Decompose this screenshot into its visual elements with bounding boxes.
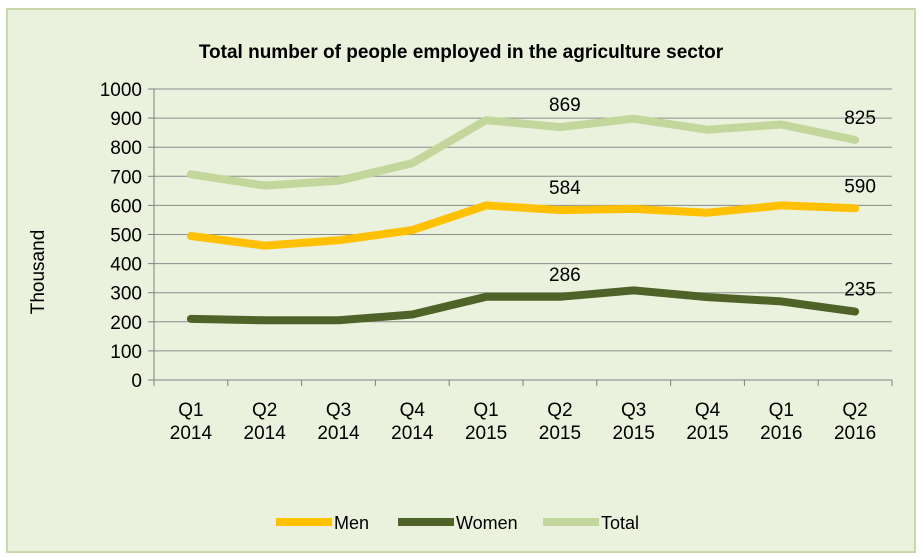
x-tick-label-line1: Q1 (473, 400, 498, 421)
data-label: 869 (549, 95, 581, 116)
x-tick-label-line2: 2016 (760, 423, 802, 444)
data-label: 286 (549, 265, 581, 286)
series-lines (186, 114, 860, 325)
x-tick-label-line2: 2014 (317, 423, 360, 444)
y-tick-label: 500 (110, 226, 142, 247)
x-tick-label-line1: Q2 (252, 400, 277, 421)
data-label: 590 (844, 176, 876, 197)
legend-label-women: Women (456, 513, 518, 533)
y-tick-labels: 0 100 200 300 400 500 600 700 800 900 1000 (100, 80, 142, 392)
y-tick-label: 600 (110, 196, 142, 217)
x-tick-label-line2: 2014 (391, 423, 434, 444)
chart-title: Total number of people employed in the a… (199, 42, 724, 63)
x-tick-label-line1: Q1 (178, 400, 203, 421)
y-tick-label: 400 (110, 255, 142, 276)
y-tick-label: 300 (110, 284, 142, 305)
y-tick-label: 900 (110, 109, 142, 130)
y-tick-label: 800 (110, 138, 142, 159)
x-tick-label-line2: 2014 (170, 423, 213, 444)
x-tick-label-line2: 2015 (613, 423, 655, 444)
x-tick-label-line1: Q2 (842, 400, 867, 421)
legend-label-total: Total (601, 513, 639, 533)
axes (148, 88, 893, 386)
y-tick-label: 200 (110, 313, 142, 334)
data-labels: 869 825 584 590 286 235 (549, 95, 876, 300)
legend-label-men: Men (334, 513, 369, 533)
series-line-total (186, 114, 860, 190)
series-line-men (186, 201, 860, 250)
x-tick-label-line2: 2015 (539, 423, 581, 444)
y-tick-label: 1000 (100, 80, 142, 101)
x-tick-label-line1: Q4 (695, 400, 721, 421)
x-tick-label-line2: 2014 (244, 423, 287, 444)
data-label: 235 (844, 280, 876, 301)
x-tick-label-line1: Q3 (326, 400, 351, 421)
data-label: 584 (549, 178, 581, 199)
x-tick-label-line1: Q3 (621, 400, 646, 421)
x-tick-label-line2: 2016 (834, 423, 876, 444)
x-tick-label-line1: Q2 (547, 400, 572, 421)
y-tick-label: 700 (110, 167, 142, 188)
x-tick-label-line1: Q1 (769, 400, 794, 421)
data-label: 825 (844, 108, 876, 129)
x-tick-label-line2: 2015 (465, 423, 507, 444)
line-chart: Total number of people employed in the a… (28, 42, 893, 533)
y-tick-label: 100 (110, 342, 142, 363)
x-tick-label-line1: Q4 (400, 400, 426, 421)
chart-frame: Total number of people employed in the a… (6, 8, 916, 553)
series-line-women (186, 286, 860, 325)
y-tick-label: 0 (131, 371, 142, 392)
x-tick-label-line2: 2015 (686, 423, 728, 444)
y-axis-label: Thousand (28, 230, 49, 315)
legend: Men Women Total (276, 513, 639, 533)
x-tick-labels: Q12014Q22014Q32014Q42014Q12015Q22015Q320… (170, 400, 876, 444)
